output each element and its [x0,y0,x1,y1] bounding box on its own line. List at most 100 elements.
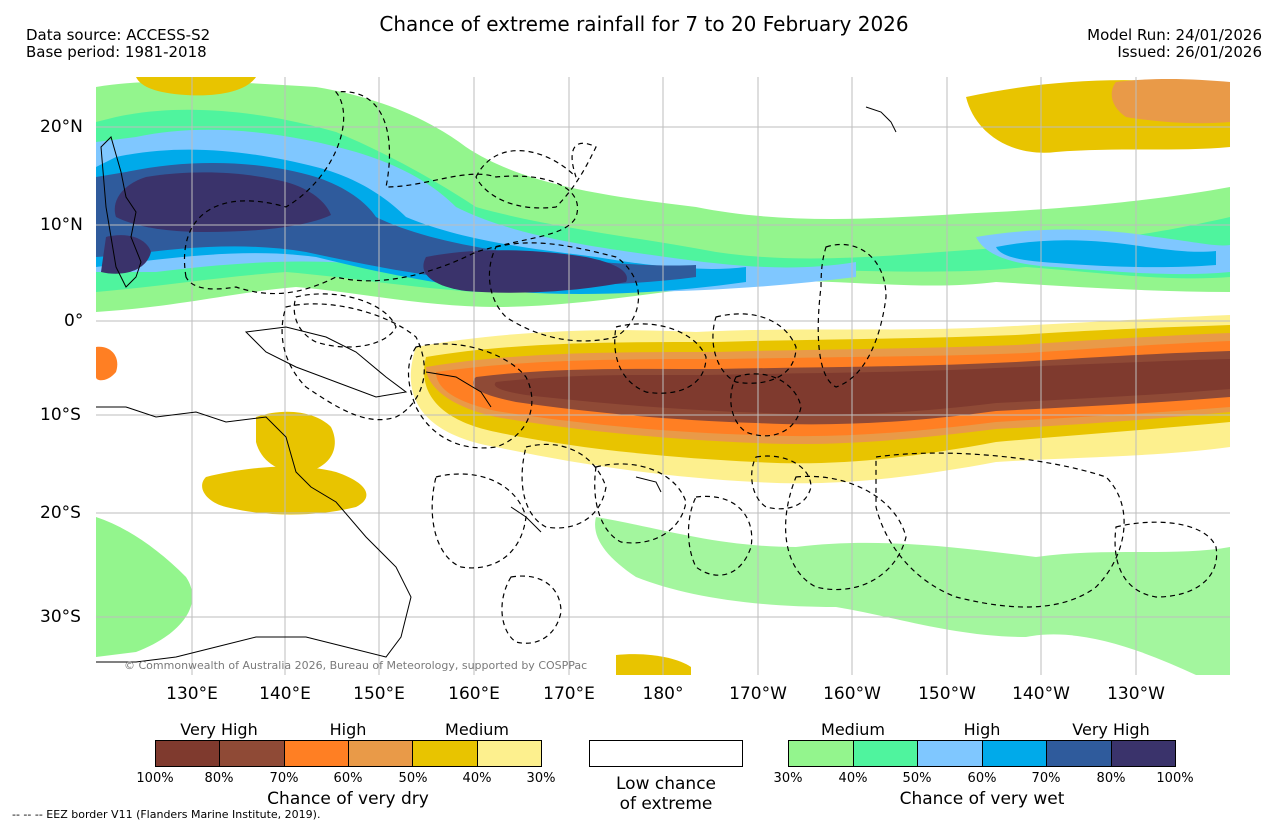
dry-swatch-5 [413,741,478,766]
wet-very-high-header: Very High [1072,720,1150,739]
lon-label-150w: 150°W [918,684,976,704]
solomon-coast [425,371,492,408]
eez-borders [184,91,1218,644]
eez-fiji [594,463,687,544]
low-chance-line1: Low chance [616,774,716,794]
dry-colorbar [155,740,542,767]
low-chance-label: Low chance of extreme [616,774,716,814]
eez-cook [785,475,907,591]
lon-label-170w: 170°W [729,684,787,704]
wet-tick: 50% [902,771,932,786]
dry-regions [96,77,1230,675]
dry-medium-west [202,466,367,515]
eez-norfolk [501,575,562,644]
eez-tokelau [730,373,802,437]
lon-label-160e: 160°E [448,684,500,704]
eez-tuvalu [614,323,707,394]
data-source: Data source: ACCESS-S2 [26,26,211,44]
eez-french-polynesia [875,452,1125,608]
wet-tick: 70% [1031,771,1061,786]
lat-label-equator: 0° [64,311,84,331]
rainfall-map [96,77,1230,675]
wet-tick: 30% [773,771,803,786]
dry-caption: Chance of very dry [267,789,429,809]
low-chance-line2: of extreme [619,794,713,814]
dry-tick: 40% [462,771,492,786]
eez-samoa [751,455,812,510]
run-info: Model Run: 24/01/2026 Issued: 26/01/2026 [1087,27,1262,61]
wet-medium-header: Medium [821,720,885,739]
hawaii-coast [865,106,897,133]
dry-north-east-orange [1111,78,1230,124]
dry-very-high [494,359,1230,415]
wet-swatch-5 [1047,741,1112,766]
wet-swatch-4 [982,741,1047,766]
eez-nauru [293,293,397,348]
copyright-notice: © Commonwealth of Australia 2026, Bureau… [124,659,588,672]
fiji-coast [635,476,662,493]
dry-high-header: High [329,720,367,739]
dry-swatch-4 [348,741,414,766]
base-period: Base period: 1981-2018 [26,43,207,61]
dry-bottom [616,654,691,675]
wet-tick: 100% [1156,771,1194,786]
map-title: Chance of extreme rainfall for 7 to 20 F… [379,12,909,36]
coastlines [96,106,897,663]
eez-phoenix [712,313,797,384]
wet-tick: 40% [838,771,868,786]
dry-tick: 80% [204,771,234,786]
dry-swatch-2 [220,741,285,766]
eez-vanuatu [521,443,607,529]
eez-micronesia [184,91,579,295]
wet-swatch-2 [853,741,918,766]
wet-blue-east [996,240,1216,268]
eez-tonga [687,495,753,576]
dry-west-orange [96,346,118,381]
eez-line-islands [817,243,887,388]
wet-medium-south [595,517,1230,675]
eez-kiribati-gilbert [488,242,639,342]
dry-swatch-3 [284,741,349,766]
wet-caption: Chance of very wet [899,789,1065,809]
wet-very-high [114,172,331,232]
lon-label-150e: 150°E [353,684,405,704]
wet-swatch-6 [1111,741,1175,766]
dry-medium-australia [256,411,335,473]
wet-colorbar [788,740,1176,767]
lat-label-10n: 10°N [40,215,83,235]
lat-label-10s: 10°S [40,405,81,425]
low-chance-swatch [589,740,743,767]
wet-high-header: High [963,720,1001,739]
wet-medium-south-west [96,517,193,657]
wet-swatch-1 [789,741,854,766]
eez-solomon [407,343,533,449]
dry-very-high-header: Very High [180,720,258,739]
map-canvas [96,77,1230,675]
eez-note: -- -- -- EEZ border V11 (Flanders Marine… [12,808,321,821]
australia-coast [96,406,412,663]
dry-swatch-6 [477,741,541,766]
issued-date: Issued: 26/01/2026 [1117,43,1262,61]
eez-marshall [475,142,597,209]
grid [96,77,1230,675]
lon-label-130w: 130°W [1107,684,1165,704]
lat-label-20n: 20°N [40,117,83,137]
dry-tick: 70% [269,771,299,786]
source-info: Data source: ACCESS-S2 Base period: 1981… [26,27,210,61]
dry-tick: 30% [526,771,556,786]
lon-label-140w: 140°W [1012,684,1070,704]
lon-label-170e: 170°E [543,684,595,704]
wet-very-high-west [101,235,151,274]
dry-tick: 100% [136,771,174,786]
lon-label-180: 180° [642,684,684,704]
wet-swatch-3 [918,741,983,766]
dry-tick: 50% [398,771,428,786]
lat-label-20s: 20°S [40,503,81,523]
new-guinea-coast [244,326,408,398]
model-run: Model Run: 24/01/2026 [1087,26,1262,44]
dry-tick: 60% [333,771,363,786]
lon-label-130e: 130°E [166,684,218,704]
philippines-coast [100,136,142,288]
wet-tick: 60% [967,771,997,786]
dry-swatch-1 [156,741,221,766]
